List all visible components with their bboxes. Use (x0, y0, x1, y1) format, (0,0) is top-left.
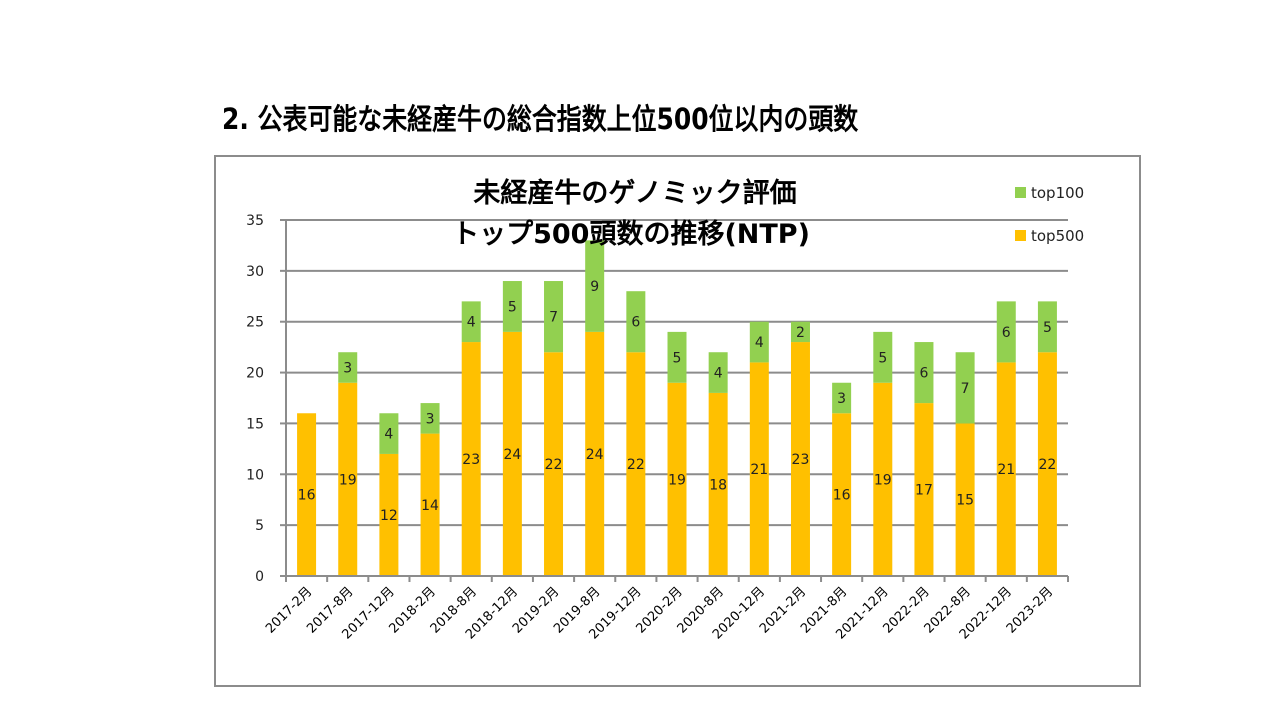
legend-label-top100: top100 (1031, 184, 1084, 202)
data-label-top100: 6 (631, 315, 640, 331)
x-axis: 2017-2月2017-8月2017-12月2018-2月2018-8月2018… (263, 575, 1069, 642)
data-label-top100: 6 (919, 366, 928, 382)
y-tick-label: 30 (246, 264, 264, 280)
bar-top500 (420, 433, 440, 576)
bar-top500 (1037, 352, 1057, 576)
bar-top100 (1037, 301, 1057, 353)
slide-title: 2. 公表可能な未経産牛の総合指数上位500位以内の頭数 (222, 102, 859, 136)
data-label-top500: 23 (792, 452, 810, 468)
chart-title-line-2: トップ500頭数の推移(NTP) (452, 219, 810, 250)
bar-top500 (996, 362, 1016, 576)
bar-top500 (873, 382, 893, 576)
y-tick-label: 15 (246, 416, 264, 432)
bar-top500 (461, 342, 481, 576)
data-label-top500: 22 (1039, 457, 1057, 473)
bar-top100 (626, 291, 646, 353)
bar-top100 (790, 321, 810, 343)
data-label-top500: 14 (421, 498, 439, 514)
data-label-top100: 7 (961, 381, 970, 397)
bar-top100 (955, 352, 975, 424)
data-label-top500: 23 (462, 452, 480, 468)
data-label-top100: 5 (508, 299, 517, 315)
y-tick-label: 20 (246, 366, 264, 382)
bar-top100 (914, 342, 934, 404)
data-label-top100: 9 (590, 279, 599, 295)
data-label-top500: 12 (380, 508, 398, 524)
bar-top500 (502, 331, 522, 576)
bar-top100 (873, 331, 893, 383)
data-label-top500: 17 (915, 483, 933, 499)
y-tick-label: 25 (246, 315, 264, 331)
bar-top500 (955, 423, 975, 576)
data-label-top100: 4 (467, 315, 476, 331)
legend: top100 top500 (1015, 184, 1084, 245)
bar-top500 (667, 382, 687, 576)
bar-top100 (996, 301, 1016, 363)
data-label-top500: 16 (298, 488, 316, 504)
bar-top500 (544, 352, 564, 576)
data-label-top500: 18 (709, 477, 727, 493)
bar-top100 (749, 321, 769, 363)
bar-top100 (502, 281, 522, 332)
data-label-top100: 4 (384, 427, 393, 443)
bar-top500 (585, 331, 605, 576)
bar-top100 (544, 281, 564, 353)
data-label-top500: 22 (545, 457, 563, 473)
legend-label-top500: top500 (1031, 227, 1084, 245)
data-label-top100: 5 (878, 350, 887, 366)
data-label-top100: 3 (343, 360, 352, 376)
gridlines (286, 219, 1068, 527)
y-tick-label: 0 (255, 569, 264, 585)
data-label-top500: 19 (668, 472, 686, 488)
data-label-top500: 21 (997, 462, 1015, 478)
y-tick-label: 10 (246, 467, 264, 483)
bar-top100 (832, 382, 852, 414)
y-axis: 0 5 10 15 20 25 30 35 (246, 213, 287, 585)
data-label-top100: 7 (549, 310, 558, 326)
bar-top500 (708, 392, 728, 576)
chart-frame (214, 155, 1141, 687)
data-label-top100: 5 (673, 350, 682, 366)
data-label-top100: 3 (837, 391, 846, 407)
data-label-top100: 3 (426, 411, 435, 427)
bar-top100 (667, 331, 687, 383)
bar-top500 (379, 453, 399, 576)
bar-top500 (297, 413, 317, 576)
data-label-top100: 5 (1043, 320, 1052, 336)
bar-top500 (749, 362, 769, 576)
chart-title-line-1: 未経産牛のゲノミック評価 (473, 177, 796, 209)
data-label-top100: 6 (1002, 325, 1011, 341)
bar-top100 (420, 403, 440, 434)
y-tick-label: 5 (255, 518, 264, 534)
bars (297, 240, 1057, 576)
data-label-top500: 16 (833, 488, 851, 504)
data-label-top500: 22 (627, 457, 645, 473)
data-labels: 16 3 19 4 12 3 14 4 23 5 24 7 22 9 24 6 22 5 19 4 18 4 21 2 23 3 1… (298, 279, 1057, 524)
data-label-top500: 15 (956, 493, 974, 509)
data-label-top100: 4 (755, 335, 764, 351)
chart-title-group: 未経産牛のゲノミック評価 トップ500頭数の推移(NTP) (452, 177, 810, 250)
y-tick-label: 35 (246, 213, 264, 229)
data-label-top500: 24 (503, 447, 521, 463)
data-label-top100: 4 (714, 366, 723, 382)
data-label-top500: 24 (586, 447, 604, 463)
legend-swatch-top500 (1015, 230, 1026, 241)
bar-top500 (790, 342, 810, 576)
data-label-top500: 19 (339, 472, 357, 488)
bar-top100 (338, 352, 358, 383)
bar-top100 (708, 352, 728, 393)
bar-top500 (832, 413, 852, 576)
legend-swatch-top100 (1015, 187, 1026, 198)
data-label-top100: 2 (796, 325, 805, 341)
bar-top100 (585, 240, 605, 332)
bar-top500 (338, 382, 358, 576)
bar-top500 (626, 352, 646, 576)
data-label-top500: 21 (750, 462, 768, 478)
bar-top100 (461, 301, 481, 343)
bar-top100 (379, 413, 399, 454)
bar-top500 (914, 403, 934, 576)
data-label-top500: 19 (874, 472, 892, 488)
